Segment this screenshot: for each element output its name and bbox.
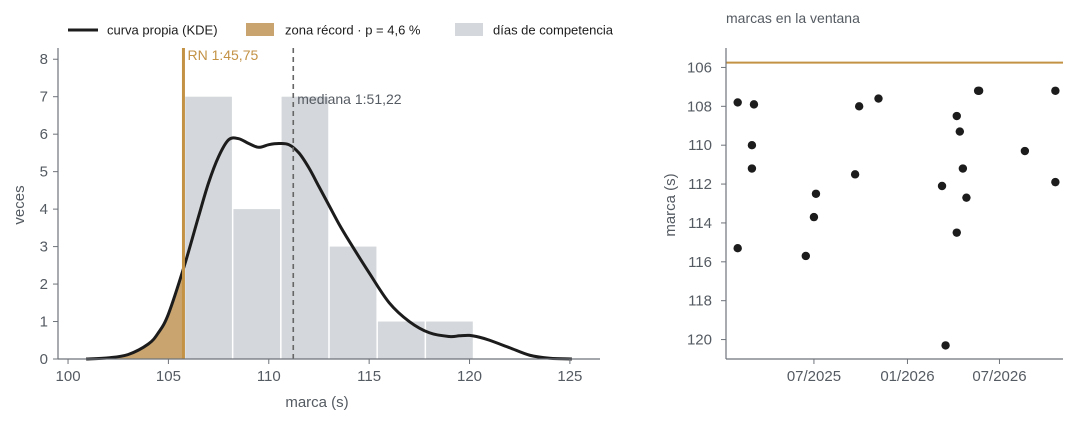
- legend-kde-label: curva propia (KDE): [107, 23, 218, 38]
- scatter-point: [749, 100, 759, 109]
- histogram-bar: [233, 209, 281, 359]
- legend-record-label: zona récord · p = 4,6 %: [285, 23, 421, 38]
- y-tick-label: 4: [40, 201, 48, 218]
- scatter-x-tick-label: 01/2026: [880, 368, 934, 385]
- scatter-point: [1051, 177, 1060, 187]
- scatter-y-axis-label: marca (s): [662, 173, 679, 236]
- scatter-point: [952, 111, 961, 121]
- kde-curve: [86, 136, 572, 361]
- scatter-point: [952, 228, 961, 237]
- scatter-point: [874, 94, 883, 103]
- scatter-point: [801, 251, 811, 261]
- scatter-x-tick-label: 07/2025: [787, 368, 841, 385]
- scatter-y-tick-label: 108: [687, 98, 712, 115]
- scatter-point: [974, 86, 984, 95]
- scatter-panel: marcas en la ventana 07/2025 01/2026 07/202…: [662, 10, 1063, 385]
- histogram-bar: [329, 246, 377, 359]
- scatter-point: [747, 140, 757, 150]
- histogram-bar: [426, 321, 473, 359]
- x-tick-label: 120: [457, 368, 482, 385]
- scatter-point: [1020, 146, 1030, 156]
- y-axis-label: veces: [11, 185, 28, 224]
- scatter-point: [962, 193, 971, 202]
- scatter-y-tick-label: 118: [688, 293, 712, 310]
- scatter-point: [733, 244, 742, 253]
- legend: curva propia (KDE) zona récord · p = 4,6 …: [68, 23, 614, 38]
- scatter-y-tick-label: 114: [688, 215, 712, 232]
- scatter-point: [958, 164, 968, 173]
- scatter-y-tick-label: 112: [688, 176, 712, 193]
- scatter-x-tick-label: 07/2026: [972, 368, 1026, 385]
- legend-bars-swatch: [455, 23, 483, 36]
- x-tick-label: 100: [56, 368, 81, 385]
- scatter-y-tick-label: 110: [688, 137, 712, 154]
- scatter-point: [1051, 86, 1060, 95]
- scatter-point: [733, 98, 742, 107]
- scatter-point: [955, 127, 965, 136]
- scatter-point: [850, 170, 860, 179]
- y-tick-label: 5: [40, 164, 48, 181]
- x-tick-label: 110: [257, 368, 281, 385]
- x-tick-label: 105: [156, 368, 181, 385]
- y-tick-label: 2: [40, 276, 48, 293]
- scatter-point: [747, 164, 757, 173]
- legend-record-swatch: [246, 23, 274, 36]
- histogram-bar: [185, 96, 232, 359]
- y-tick-label: 0: [40, 351, 48, 368]
- scatter-point: [811, 189, 821, 198]
- y-tick-label: 8: [40, 51, 48, 68]
- median-line-label: mediana 1:51,22: [297, 91, 402, 107]
- scatter-point: [941, 341, 950, 350]
- y-tick-label: 7: [40, 89, 48, 106]
- scatter-y-tick-label: 120: [687, 332, 712, 349]
- scatter-y-tick-label: 106: [687, 59, 712, 76]
- legend-bars-label: días de competencia: [493, 23, 614, 38]
- scatter-point: [937, 181, 947, 191]
- y-tick-label: 1: [40, 314, 48, 331]
- x-tick-label: 125: [557, 368, 582, 385]
- scatter-point: [854, 102, 864, 111]
- x-tick-label: 115: [357, 368, 381, 385]
- record-zone-area: [86, 268, 184, 359]
- y-tick-label: 6: [40, 126, 48, 143]
- scatter-title: marcas en la ventana: [726, 10, 860, 26]
- histogram-bar: [281, 96, 329, 359]
- scatter-point: [809, 212, 819, 222]
- y-tick-label: 3: [40, 239, 48, 256]
- record-line-label: RN 1:45,75: [187, 47, 258, 63]
- scatter-y-tick-label: 116: [688, 254, 712, 271]
- x-axis-label: marca (s): [285, 394, 348, 411]
